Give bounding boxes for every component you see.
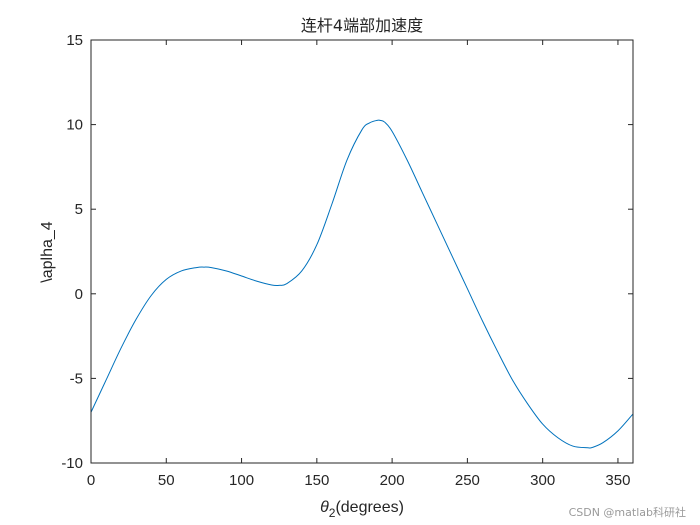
plot-frame <box>90 39 634 464</box>
y-tick-label: 5 <box>75 201 83 218</box>
plot-background <box>91 40 633 463</box>
y-tick-label: 10 <box>66 117 83 134</box>
chart-title: 连杆4端部加速度 <box>301 16 423 35</box>
y-tick-label: -5 <box>70 370 83 387</box>
y-axis-label: \aplha_4 <box>39 221 56 282</box>
x-axis-label-text: (degrees) <box>335 499 403 516</box>
watermark: CSDN @matlab科研社 <box>569 505 686 519</box>
x-tick-label: 100 <box>229 472 254 489</box>
y-tick-label: 15 <box>66 32 83 49</box>
x-tick-label: 200 <box>380 472 405 489</box>
y-tick-label: 0 <box>75 286 83 303</box>
y-axis-ticks: -10 -5 0 5 10 15 <box>61 32 633 472</box>
x-tick-label: 150 <box>304 472 329 489</box>
y-tick-label: -10 <box>61 455 83 472</box>
x-tick-label: 250 <box>455 472 480 489</box>
x-axis-label-symbol: θ <box>320 499 329 516</box>
x-axis-ticks: 0 50 100 150 200 250 300 350 <box>87 40 630 489</box>
x-tick-label: 300 <box>530 472 555 489</box>
data-line <box>90 119 634 449</box>
x-axis-label: θ2(degrees) <box>320 499 404 520</box>
x-tick-label: 0 <box>87 472 95 489</box>
x-tick-label: 50 <box>158 472 175 489</box>
x-tick-label: 350 <box>605 472 630 489</box>
x-axis-label-subscript: 2 <box>329 506 336 520</box>
